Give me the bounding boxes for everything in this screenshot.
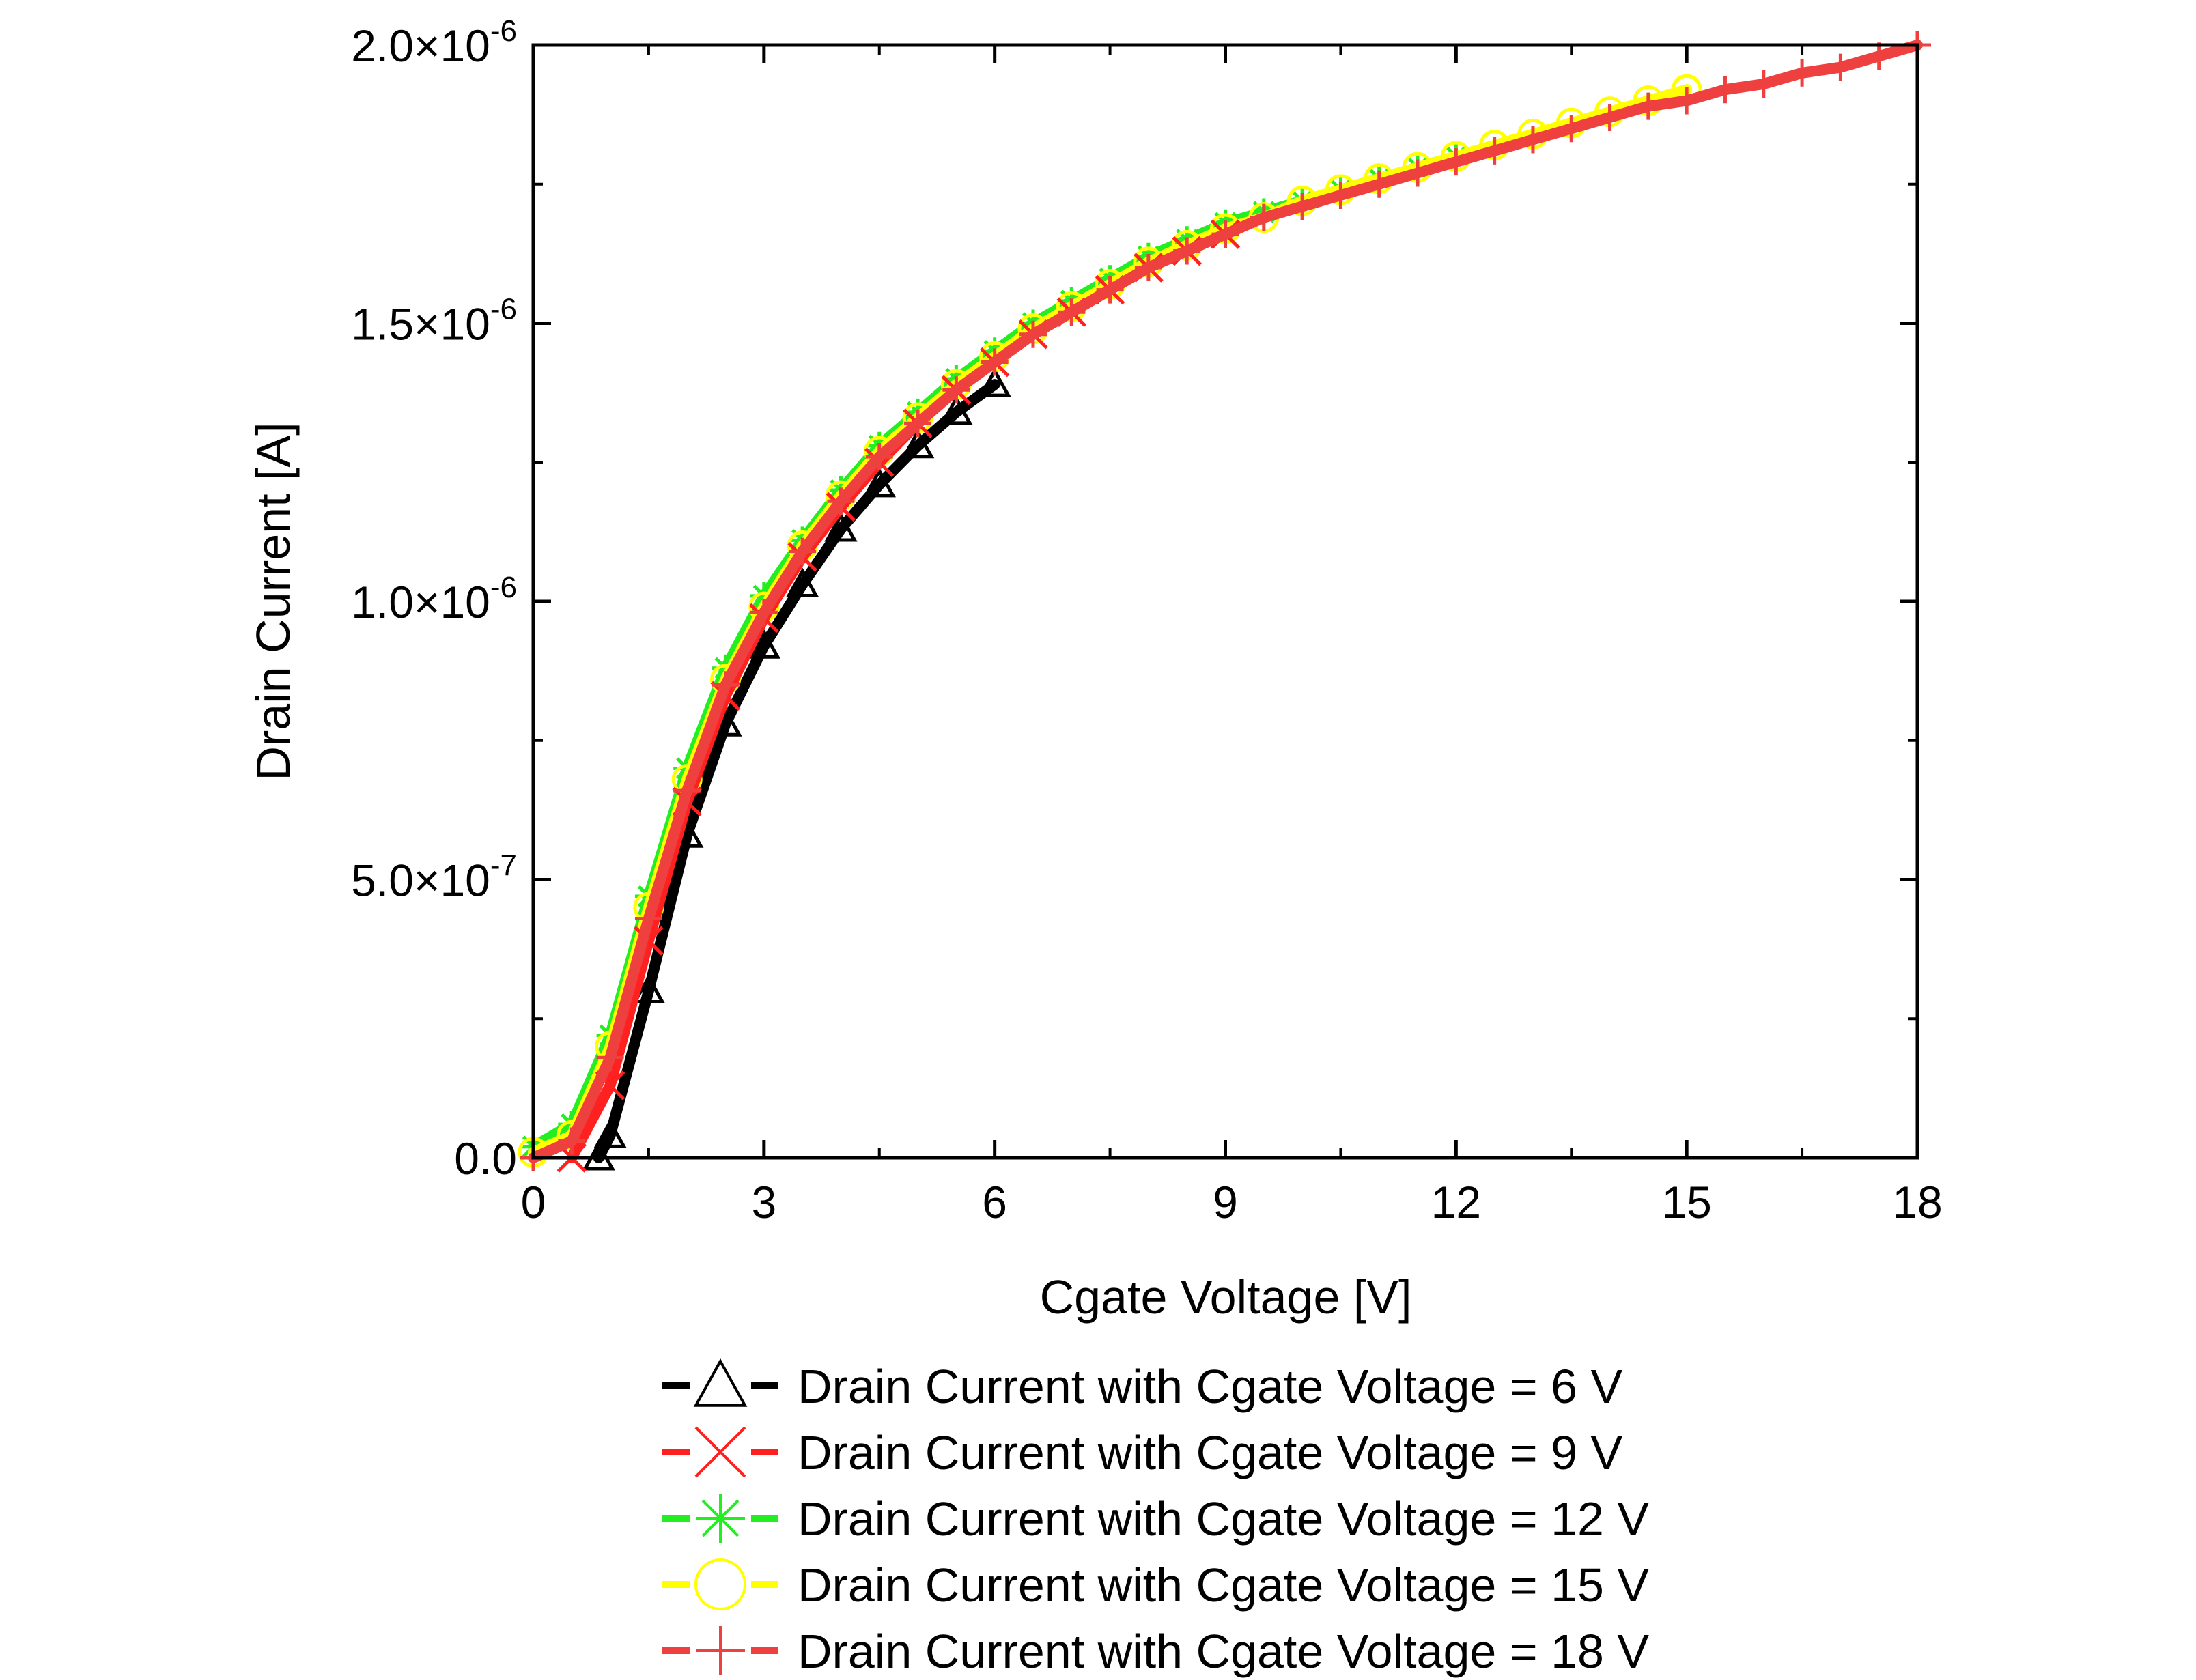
series-5-point: [1749, 70, 1777, 98]
x-tick-label: 18: [1892, 1177, 1942, 1227]
series-5-point: [1058, 298, 1086, 326]
series-5-point: [1096, 276, 1124, 304]
series-layer: [518, 31, 1931, 1173]
series-5-point: [1250, 203, 1278, 231]
legend-entry: Drain Current with Cgate Voltage = 18 V: [662, 1625, 1649, 1678]
series-5-point: [981, 348, 1009, 376]
x-tick-label: 15: [1661, 1177, 1711, 1227]
series-5-point: [1442, 148, 1470, 176]
series-5-point: [673, 777, 701, 805]
series-1-point: [862, 467, 896, 498]
series-1-point: [593, 1118, 627, 1148]
y-tick-exponent: -6: [490, 293, 517, 326]
legend-marker: [693, 1358, 748, 1407]
x-tick-label: 3: [751, 1177, 776, 1227]
y-tick-label: 0.0: [454, 1133, 517, 1184]
series-1-point: [978, 367, 1011, 397]
y-tick-label: 2.0×10-6: [351, 14, 517, 71]
y-tick-mantissa: 1.0×10: [351, 577, 490, 627]
series-2: [557, 219, 1241, 1173]
y-axis-title: Drain Current [A]: [247, 422, 300, 780]
legend-label: Drain Current with Cgate Voltage = 6 V: [798, 1360, 1622, 1413]
series-5-point: [1173, 237, 1201, 265]
legend-label: Drain Current with Cgate Voltage = 9 V: [798, 1426, 1622, 1479]
series-5-point: [1865, 42, 1893, 70]
y-tick-exponent: -6: [490, 571, 517, 604]
series-2-line: [566, 229, 1231, 1163]
y-tick-mantissa: 0.0: [454, 1133, 517, 1184]
series-1-point: [940, 395, 973, 425]
series-5-point: [1788, 59, 1816, 87]
series-1-line: [593, 379, 1000, 1163]
series-5-point: [596, 1044, 624, 1072]
series-5-point: [1673, 87, 1701, 115]
y-tick-mantissa: 2.0×10: [351, 20, 490, 71]
series-4: [518, 74, 1702, 1168]
x-tick-label: 9: [1213, 1177, 1238, 1227]
legend: Drain Current with Cgate Voltage = 6 V Dr…: [662, 1358, 1649, 1678]
series-4-line: [528, 84, 1693, 1158]
series-5-point: [1289, 193, 1317, 220]
series-1: [582, 367, 1011, 1171]
series-5-point: [712, 671, 740, 699]
series-5-point: [558, 1127, 586, 1155]
y-tick-label: 1.0×10-6: [351, 571, 517, 627]
series-5-point: [789, 537, 817, 565]
legend-entry: Drain Current with Cgate Voltage = 9 V: [662, 1426, 1622, 1479]
legend-entry: Drain Current with Cgate Voltage = 6 V: [662, 1358, 1622, 1413]
legend-marker: [694, 1426, 746, 1478]
legend-marker: [696, 1626, 745, 1675]
y-axis: 0.05.0×10-71.0×10-61.5×10-62.0×10-6: [351, 14, 1917, 1184]
series-5-point: [1211, 220, 1239, 248]
series-1-point: [747, 629, 781, 659]
series-5-point: [904, 410, 932, 438]
legend-marker: [696, 1494, 745, 1543]
series-5-point: [1596, 103, 1624, 131]
y-tick-mantissa: 1.5×10: [351, 299, 490, 350]
series-5-point: [1827, 53, 1855, 81]
series-3: [520, 143, 1470, 1161]
series-5-point: [1019, 320, 1047, 348]
series-5-point: [942, 376, 970, 404]
series-5-point: [1134, 254, 1162, 281]
series-3-line: [528, 151, 1462, 1152]
series-3-point: [750, 582, 778, 610]
series-1-point: [785, 567, 819, 598]
y-tick-exponent: -6: [490, 14, 517, 48]
series-5-point: [634, 905, 662, 932]
legend-entry: Drain Current with Cgate Voltage = 15 V: [662, 1558, 1649, 1612]
series-5-point: [1558, 115, 1586, 143]
series-1-point: [632, 973, 666, 1003]
series-1-point: [901, 428, 935, 459]
y-tick-exponent: -7: [490, 849, 517, 883]
series-5-point: [1634, 92, 1662, 120]
y-tick-label: 1.5×10-6: [351, 293, 517, 350]
legend-marker: [694, 1558, 746, 1610]
series-5-point: [750, 599, 778, 627]
legend-entry: Drain Current with Cgate Voltage = 12 V: [662, 1492, 1649, 1546]
legend-label: Drain Current with Cgate Voltage = 15 V: [798, 1558, 1649, 1612]
y-tick-mantissa: 5.0×10: [351, 855, 490, 906]
legend-label: Drain Current with Cgate Voltage = 18 V: [798, 1625, 1649, 1678]
series-5-point: [1404, 159, 1432, 187]
series-5: [520, 31, 1931, 1171]
series-5-point: [827, 487, 855, 515]
series-5-point: [1327, 182, 1355, 210]
x-axis-title: Cgate Voltage [V]: [1040, 1270, 1412, 1324]
series-5-point: [1519, 126, 1547, 154]
series-1-point: [824, 511, 858, 542]
series-5-point: [1711, 76, 1739, 104]
y-tick-label: 5.0×10-7: [351, 849, 517, 906]
series-5-point: [865, 443, 893, 471]
x-tick-label: 6: [982, 1177, 1007, 1227]
series-5-point: [1365, 170, 1393, 198]
x-axis: 0 3 6 9 12 15 18: [521, 45, 1943, 1227]
x-tick-label: 12: [1431, 1177, 1481, 1227]
x-tick-label: 0: [521, 1177, 546, 1227]
legend-label: Drain Current with Cgate Voltage = 12 V: [798, 1492, 1649, 1546]
series-5-point: [1480, 137, 1508, 165]
